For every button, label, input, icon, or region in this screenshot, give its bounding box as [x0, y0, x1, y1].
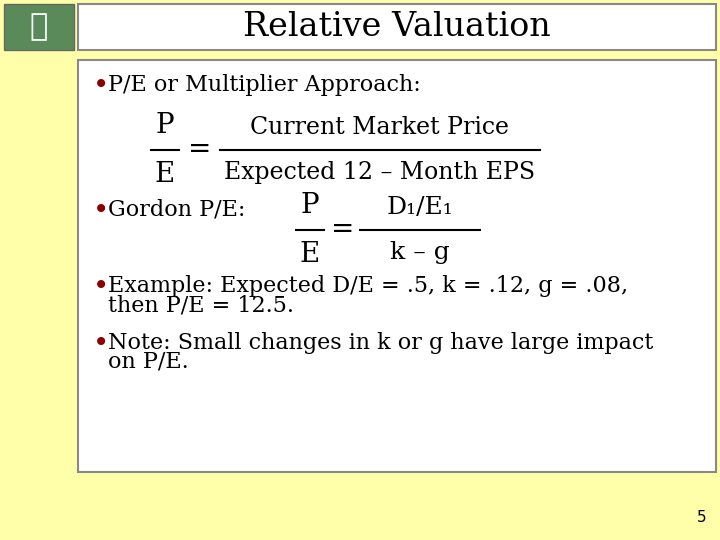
Text: Current Market Price: Current Market Price — [251, 116, 510, 139]
Text: P: P — [156, 112, 174, 139]
Text: =: = — [331, 217, 355, 244]
FancyBboxPatch shape — [4, 4, 74, 50]
Text: •: • — [93, 196, 109, 224]
Text: Relative Valuation: Relative Valuation — [243, 11, 551, 43]
Text: k – g: k – g — [390, 241, 450, 264]
Text: 5: 5 — [696, 510, 706, 525]
Text: on P/E.: on P/E. — [108, 351, 189, 373]
Text: then P/E = 12.5.: then P/E = 12.5. — [108, 294, 294, 316]
Text: Example: Expected D/E = .5, k = .12, g = .08,: Example: Expected D/E = .5, k = .12, g =… — [108, 275, 628, 297]
Text: P: P — [301, 192, 319, 219]
FancyBboxPatch shape — [78, 60, 716, 472]
Text: Expected 12 – Month EPS: Expected 12 – Month EPS — [225, 161, 536, 184]
Text: •: • — [93, 272, 109, 300]
Text: •: • — [93, 71, 109, 99]
Text: E: E — [155, 161, 175, 188]
Text: Note: Small changes in k or g have large impact: Note: Small changes in k or g have large… — [108, 332, 653, 354]
Text: E: E — [300, 241, 320, 268]
Text: •: • — [93, 329, 109, 357]
Text: Gordon P/E:: Gordon P/E: — [108, 199, 246, 221]
Text: 🗑: 🗑 — [30, 12, 48, 42]
FancyBboxPatch shape — [78, 4, 716, 50]
Text: D₁/E₁: D₁/E₁ — [387, 196, 454, 219]
Text: =: = — [189, 137, 212, 164]
Text: P/E or Multiplier Approach:: P/E or Multiplier Approach: — [108, 74, 420, 96]
